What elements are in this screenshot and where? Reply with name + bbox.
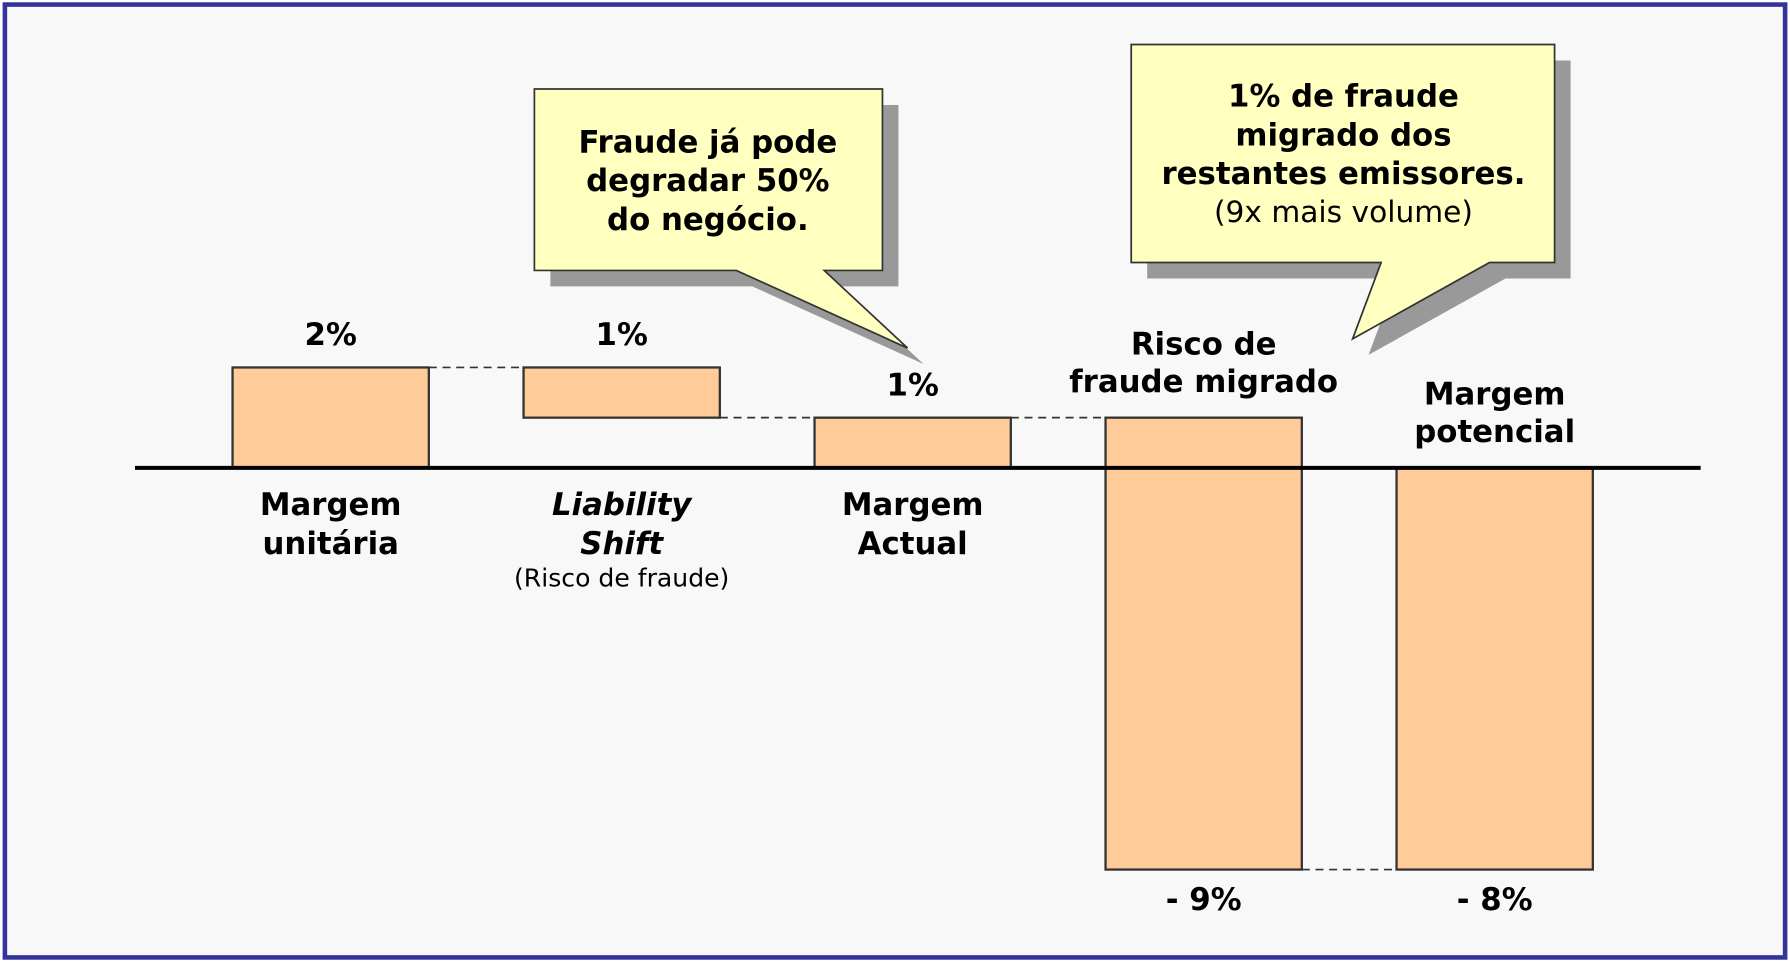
category-label: Margem [842, 487, 984, 523]
bar [1104, 416, 1303, 871]
bar [813, 416, 1012, 470]
callout-text: degradar 50% [586, 163, 829, 199]
bar [231, 366, 430, 470]
category-note: (Risco de fraude) [514, 564, 729, 593]
callout-text: 1% de fraude [1228, 79, 1459, 115]
category-label: Risco de [1131, 326, 1277, 362]
value-label: - 9% [1166, 882, 1242, 918]
category-label: potencial [1414, 414, 1575, 450]
callout-text: Fraude já pode [578, 124, 837, 160]
category-label: Shift [580, 526, 664, 562]
category-label: fraude migrado [1069, 364, 1338, 400]
value-label: 1% [887, 367, 939, 403]
value-label: 2% [305, 317, 357, 353]
callout-text: restantes emissores. [1161, 156, 1525, 192]
bar [522, 366, 721, 419]
category-label: Actual [858, 526, 968, 562]
callout [533, 88, 909, 349]
callout-note: (9x mais volume) [1214, 194, 1473, 229]
callout-text: migrado dos [1235, 117, 1451, 153]
value-label: - 8% [1457, 882, 1533, 918]
value-label: 1% [596, 317, 648, 353]
category-label: unitária [262, 526, 398, 562]
category-label: Margem [1424, 376, 1566, 412]
bar [1395, 466, 1594, 871]
callout-text: do negócio. [607, 202, 809, 238]
category-label: Margem [260, 487, 402, 523]
category-label: Liability [552, 487, 693, 523]
callout [1130, 43, 1556, 341]
